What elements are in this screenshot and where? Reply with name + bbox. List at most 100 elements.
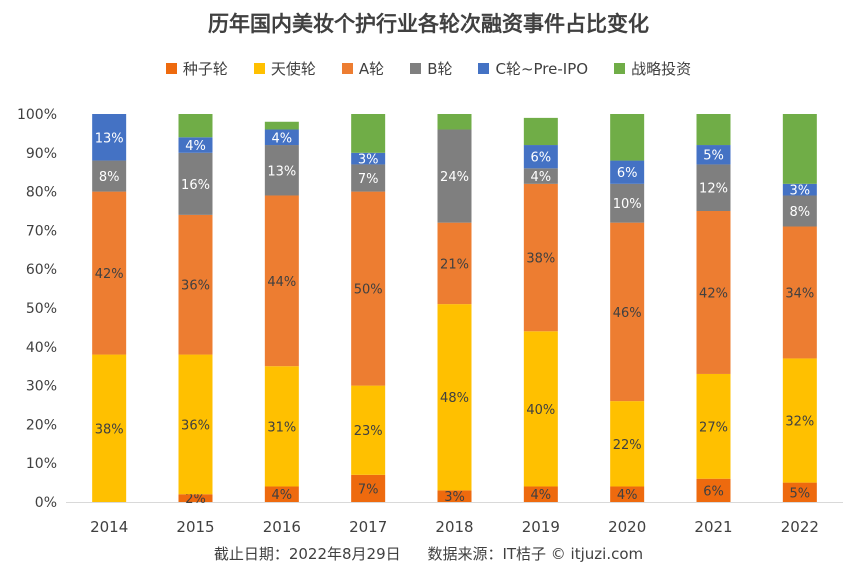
data-label: 8% xyxy=(99,170,120,185)
bar-segment xyxy=(178,137,213,153)
bar-segment xyxy=(610,160,645,184)
y-tick-label: 10% xyxy=(26,456,57,472)
bar-segment xyxy=(178,152,213,215)
bar-segment xyxy=(178,214,213,355)
bar-segment xyxy=(351,474,386,502)
bar-segment xyxy=(696,478,731,502)
data-label: 4% xyxy=(272,131,293,146)
bar-segment xyxy=(178,494,213,502)
y-tick-label: 50% xyxy=(26,301,57,317)
data-label: 10% xyxy=(613,197,642,212)
data-label: 5% xyxy=(703,149,724,164)
bar-segment xyxy=(782,358,817,483)
y-tick-label: 90% xyxy=(26,146,57,162)
data-label: 12% xyxy=(699,182,728,197)
bar-segment xyxy=(351,114,386,153)
data-label: 3% xyxy=(790,184,811,199)
x-tick-label: 2020 xyxy=(608,518,646,536)
data-label: 23% xyxy=(354,424,383,439)
bar-segment xyxy=(782,183,817,196)
bar-segment xyxy=(264,366,299,487)
bar-segment xyxy=(782,114,817,184)
data-label: 38% xyxy=(95,422,124,437)
data-label: 21% xyxy=(440,257,469,272)
x-tick-label: 2014 xyxy=(90,518,128,536)
y-tick-label: 20% xyxy=(26,417,57,433)
legend-swatch xyxy=(341,63,353,74)
legend-label: 种子轮 xyxy=(182,60,228,78)
data-label: 16% xyxy=(181,178,210,193)
bar-segment xyxy=(782,482,817,502)
data-label: 24% xyxy=(440,170,469,185)
data-label: 7% xyxy=(358,482,379,497)
bar-segment xyxy=(523,117,558,146)
data-label: 42% xyxy=(95,267,124,282)
data-label: 34% xyxy=(785,286,814,301)
x-tick-label: 2015 xyxy=(176,518,214,536)
bar-segment xyxy=(264,486,299,502)
data-label: 46% xyxy=(613,306,642,321)
chart-title: 历年国内美妆个护行业各轮次融资事件占比变化 xyxy=(208,12,649,36)
data-label: 40% xyxy=(526,403,555,418)
y-tick-label: 0% xyxy=(35,495,57,511)
legend-item: 天使轮 xyxy=(253,58,316,79)
legend: 种子轮 天使轮 A轮 B轮 C轮~Pre-IPO 战略投资 xyxy=(0,58,857,79)
bar-segment xyxy=(92,160,127,192)
bar-segment xyxy=(264,121,299,130)
bar-segment xyxy=(92,114,127,161)
bar-segment xyxy=(610,486,645,502)
bar-segment xyxy=(92,354,127,502)
legend-swatch xyxy=(253,63,265,74)
data-label: 36% xyxy=(181,279,210,294)
legend-label: C轮~Pre-IPO xyxy=(495,60,589,78)
bar-segment xyxy=(351,164,386,192)
data-label: 44% xyxy=(267,275,296,290)
bar-segment xyxy=(437,129,472,223)
data-label: 50% xyxy=(354,283,383,298)
legend-label: B轮 xyxy=(427,60,453,78)
bar-segment xyxy=(437,114,472,130)
y-tick-label: 40% xyxy=(26,340,57,356)
bar-segment xyxy=(696,114,731,146)
data-label: 3% xyxy=(358,153,379,168)
y-tick-label: 100% xyxy=(17,107,57,123)
footer: 截止日期：2022年8月29日 数据来源：IT桔子 © itjuzi.com xyxy=(0,543,857,564)
bar-segment xyxy=(437,304,472,491)
bar-segment xyxy=(610,401,645,487)
legend-swatch xyxy=(165,63,177,74)
bar-segment xyxy=(523,486,558,502)
bar-segment xyxy=(178,114,213,138)
data-label: 13% xyxy=(267,164,296,179)
bar-segment xyxy=(264,129,299,146)
data-label: 6% xyxy=(617,166,638,181)
data-source: 数据来源：IT桔子 © itjuzi.com xyxy=(427,545,644,563)
bar-segment xyxy=(523,183,558,332)
data-label: 7% xyxy=(358,172,379,187)
data-label: 4% xyxy=(617,488,638,503)
data-label: 5% xyxy=(790,486,811,501)
data-label: 32% xyxy=(785,415,814,430)
data-label: 22% xyxy=(613,438,642,453)
bar-segment xyxy=(178,354,213,495)
bar-segment xyxy=(351,152,386,165)
bar-segment xyxy=(437,490,472,502)
data-label: 6% xyxy=(703,484,724,499)
data-label: 2% xyxy=(185,492,206,507)
data-label: 4% xyxy=(185,139,206,154)
bar-segment xyxy=(610,114,645,161)
bar-segment xyxy=(351,385,386,475)
data-label: 4% xyxy=(272,488,293,503)
bar-segment xyxy=(696,373,731,479)
bar-segment xyxy=(696,145,731,165)
x-tick-label: 2021 xyxy=(694,518,732,536)
bar-segment xyxy=(264,195,299,367)
data-label: 8% xyxy=(790,205,811,220)
y-tick-label: 30% xyxy=(26,379,57,395)
legend-item: 战略投资 xyxy=(614,58,691,79)
data-label: 4% xyxy=(531,170,552,185)
cutoff-date: 截止日期：2022年8月29日 xyxy=(213,545,401,563)
bar-segment xyxy=(437,222,472,305)
bar-segment xyxy=(92,191,127,355)
data-label: 27% xyxy=(699,420,728,435)
